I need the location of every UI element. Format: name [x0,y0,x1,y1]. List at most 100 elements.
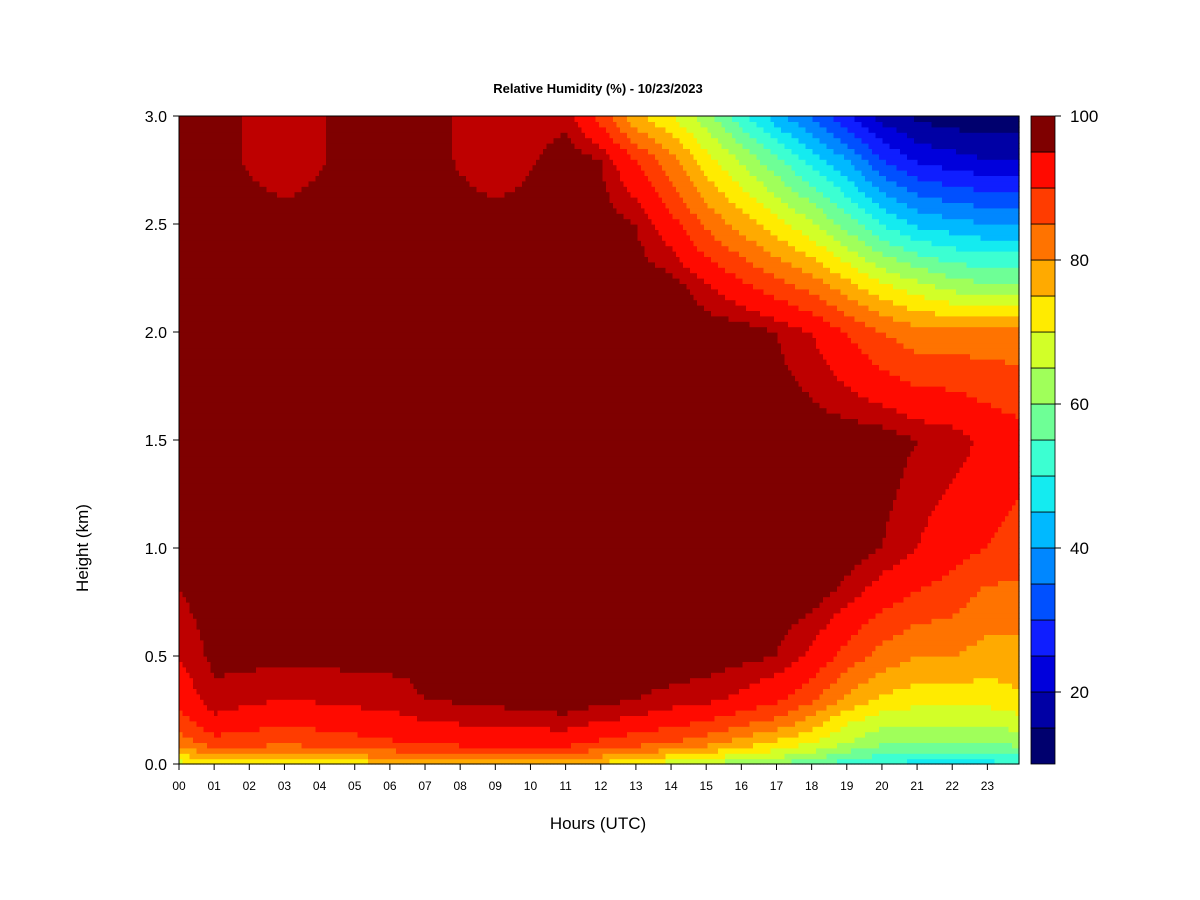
heatmap-cell [291,288,296,295]
heatmap-cell [312,126,317,133]
heatmap-cell [319,429,324,436]
heatmap-cell [294,742,299,749]
heatmap-cell [287,650,292,657]
heatmap-cell [200,710,205,716]
heatmap-cell [235,753,240,760]
heatmap-cell [196,407,201,414]
heatmap-cell [200,461,205,468]
heatmap-cell [322,542,327,549]
heatmap-cell [242,278,247,284]
heatmap-cell [217,661,222,668]
heatmap-cell [179,207,184,214]
heatmap-cell [179,153,184,160]
heatmap-cell [277,585,282,592]
heatmap-cell [228,645,233,652]
heatmap-cell [207,602,212,608]
heatmap-cell [256,602,261,608]
heatmap-cell [298,737,303,743]
heatmap-cell [242,612,247,619]
heatmap-cell [203,758,208,765]
heatmap-cell [193,315,198,322]
heatmap-cell [280,477,285,484]
heatmap-cell [193,396,198,403]
heatmap-cell [238,116,243,122]
heatmap-cell [277,305,282,311]
heatmap-cell [238,683,243,689]
heatmap-cell [301,477,306,484]
heatmap-cell [270,645,275,652]
heatmap-cell [252,456,257,463]
heatmap-cell [179,116,184,122]
heatmap-cell [238,704,243,711]
heatmap-cell [221,683,226,689]
heatmap-cell [179,353,184,360]
heatmap-cell [245,450,250,457]
heatmap-cell [214,348,219,355]
heatmap-cell [214,375,219,382]
heatmap-cell [308,515,313,522]
heatmap-cell [228,758,233,765]
heatmap-cell [179,591,184,598]
heatmap-cell [217,758,222,765]
heatmap-cell [214,531,219,538]
heatmap-cell [315,693,320,700]
heatmap-cell [305,434,310,441]
heatmap-cell [249,666,254,673]
heatmap-cell [193,348,198,355]
heatmap-cell [231,391,236,398]
heatmap-cell [224,207,229,214]
heatmap-cell [228,413,233,419]
heatmap-cell [228,337,233,344]
heatmap-cell [273,299,278,306]
heatmap-cell [242,553,247,560]
heatmap-cell [228,310,233,317]
heatmap-cell [322,494,327,500]
heatmap-cell [319,197,324,203]
heatmap-cell [249,170,254,176]
heatmap-cell [193,294,198,301]
heatmap-cell [301,386,306,392]
heatmap-cell [179,688,184,695]
heatmap-cell [273,272,278,279]
heatmap-cell [224,261,229,268]
heatmap-cell [277,364,282,371]
heatmap-cell [263,602,268,608]
heatmap-cell [322,715,327,722]
heatmap-cell [200,342,205,349]
heatmap-cell [315,310,320,317]
heatmap-cell [305,445,310,452]
heatmap-cell [186,261,191,268]
heatmap-cell [210,742,215,749]
heatmap-cell [287,521,292,527]
heatmap-cell [280,418,285,425]
heatmap-cell [182,170,187,176]
heatmap-cell [308,342,313,349]
heatmap-cell [291,396,296,403]
heatmap-cell [231,348,236,355]
heatmap-cell [308,440,313,446]
heatmap-cell [287,251,292,257]
heatmap-cell [231,402,236,409]
heatmap-cell [207,531,212,538]
heatmap-cell [301,704,306,711]
heatmap-cell [186,423,191,430]
heatmap-cell [242,180,247,187]
heatmap-cell [207,402,212,409]
heatmap-cell [259,218,264,225]
heatmap-cell [217,526,222,533]
heatmap-cell [235,553,240,560]
heatmap-cell [231,494,236,500]
heatmap-cell [196,251,201,257]
heatmap-cell [182,245,187,252]
heatmap-cell [203,461,208,468]
heatmap-cell [182,326,187,333]
heatmap-cell [193,612,198,619]
heatmap-cell [231,342,236,349]
heatmap-cell [189,726,194,733]
heatmap-cell [322,618,327,625]
heatmap-cell [284,251,289,257]
heatmap-cell [196,283,201,290]
heatmap-cell [231,688,236,695]
heatmap-cell [298,337,303,344]
heatmap-cell [319,710,324,716]
